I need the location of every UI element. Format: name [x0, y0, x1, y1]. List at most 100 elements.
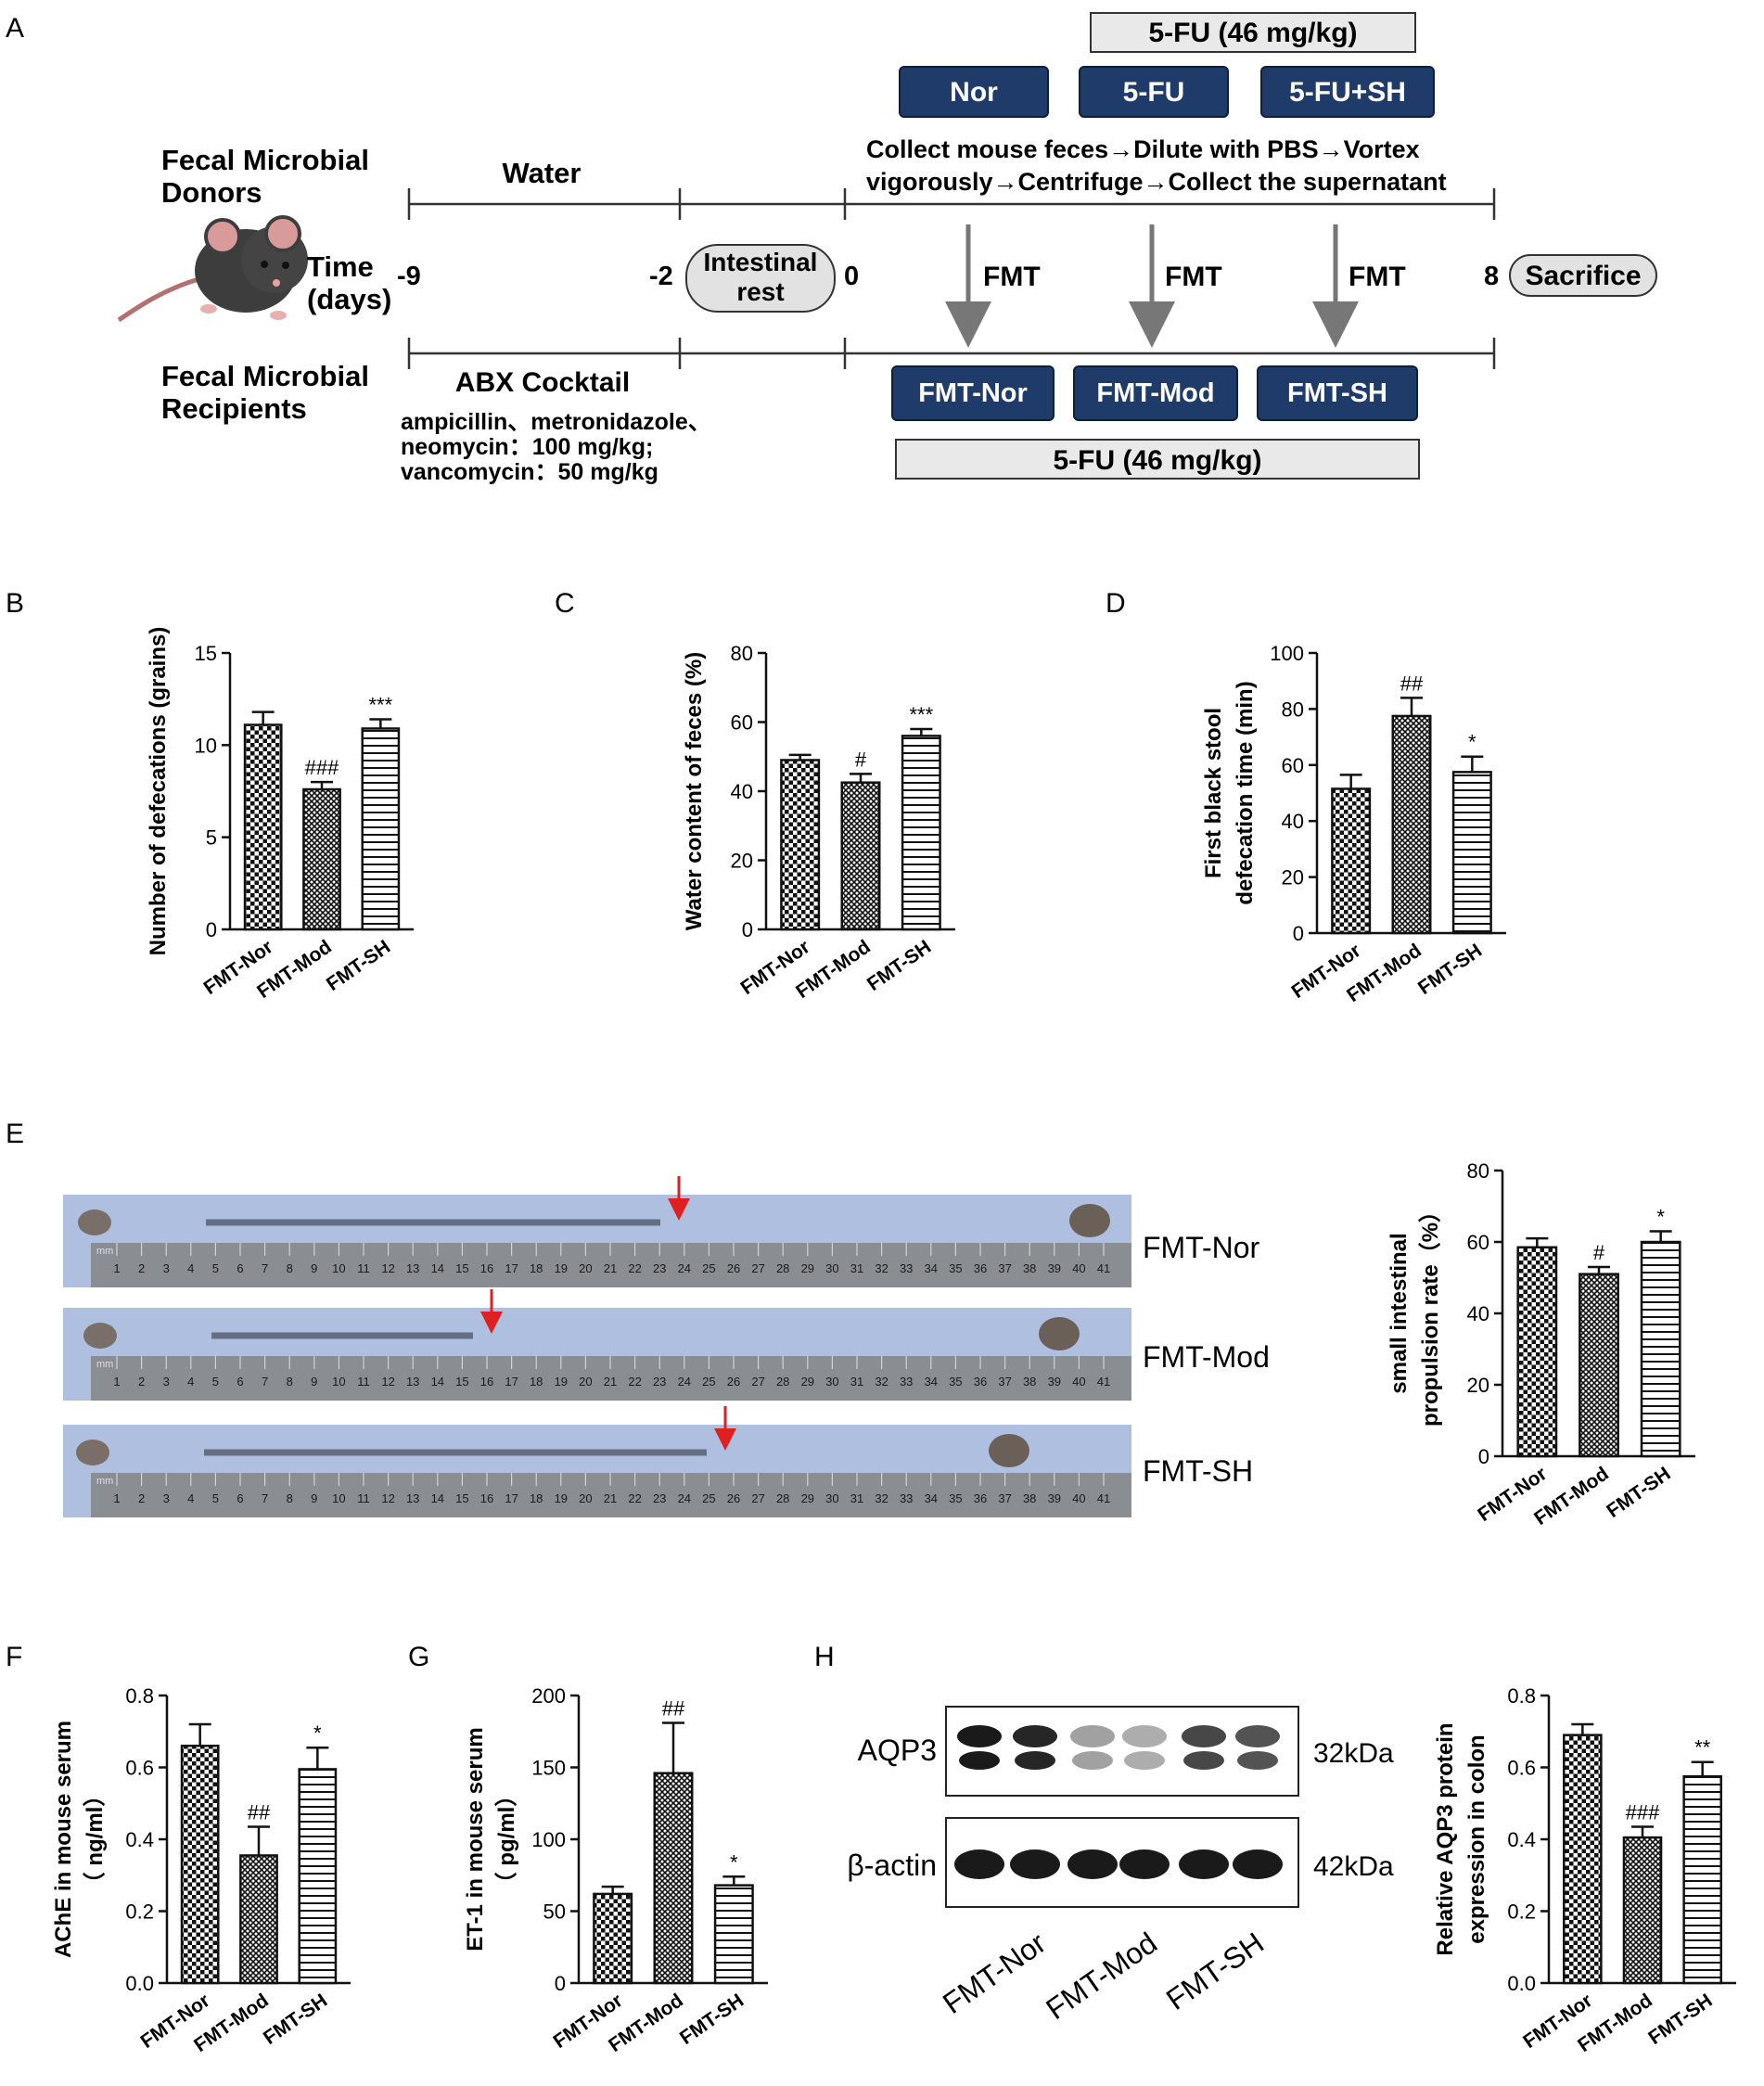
ruler-number: 25: [702, 1375, 715, 1389]
ruler-number: 34: [925, 1491, 938, 1505]
ruler-number: 5: [212, 1261, 219, 1275]
significance-label: **: [1694, 1736, 1711, 1760]
y-tick-label: 0.6: [125, 1757, 154, 1780]
y-tick-label: 0.4: [125, 1828, 154, 1851]
ruler-number: 19: [555, 1491, 568, 1505]
abx-line-3: vancomycin：50 mg/kg: [401, 459, 658, 485]
fmt-label-2: FMT: [1165, 262, 1222, 292]
bar: [1563, 1734, 1603, 1985]
donor-label-nor: Nor: [950, 77, 998, 108]
aqp3-band-lower: [1237, 1751, 1278, 1770]
chart-f-ache-serum: 0.0 0.2 0.4 0.6 0.8 AChE in mouse serum （ ng/m…: [51, 1684, 351, 2056]
ruler-number: 34: [925, 1261, 938, 1275]
ruler-number: 7: [262, 1375, 268, 1389]
ruler-number: 38: [1023, 1261, 1036, 1275]
chart-d-black-stool-time: 0 20 40 60 80 100 First black stool defecation …: [1201, 642, 1506, 1006]
y-tick-label: 5: [206, 826, 217, 850]
y-tick-label: 0: [742, 918, 753, 941]
y-tick-label: 20: [1467, 1374, 1489, 1397]
ruler-number: 28: [776, 1491, 789, 1505]
ruler-number: 23: [653, 1375, 666, 1389]
actin-band: [954, 1849, 1004, 1879]
chart-b-defecation-count: 0 5 10 15 Number of defecations (grains) FMT-…: [146, 627, 414, 1003]
y-tick-label: 100: [1270, 642, 1304, 665]
chart-h-aqp3-expression: 0.0 0.2 0.4 0.6 0.8 Relative AQP3 protein expr…: [1433, 1684, 1736, 2056]
ruler-number: 20: [579, 1491, 592, 1505]
actin-bands: [954, 1849, 1283, 1879]
ruler-number: 16: [480, 1491, 493, 1505]
ruler-number: 9: [311, 1491, 317, 1505]
ruler-number: 15: [455, 1375, 468, 1389]
band-label-actin: β-actin: [847, 1849, 937, 1882]
y-tick-label: 80: [731, 642, 753, 665]
top-5fu-box: [1090, 12, 1416, 53]
y-tick-label: 200: [531, 1684, 566, 1708]
actin-band: [1233, 1849, 1283, 1879]
recipient-box-nor: [891, 365, 1055, 421]
y-tick-label: 40: [1282, 810, 1304, 833]
band-size-actin: 42kDa: [1313, 1851, 1394, 1882]
ruler-number: 21: [604, 1491, 617, 1505]
ruler-number: 36: [974, 1261, 987, 1275]
bar: [780, 759, 821, 931]
donors-label-1: Fecal Microbial: [161, 144, 369, 176]
photo-label-sh: FMT-SH: [1143, 1454, 1253, 1488]
y-tick-label: 0.0: [1507, 1972, 1536, 1995]
category-label: FMT-SH: [1414, 940, 1486, 999]
intestine-photos: mm1 2 3 4 5 6 7 8 9 10 11 12 13 14 15 16 17 18 19 20 21 22 23 2…: [63, 1176, 1131, 1517]
ruler-number: 36: [974, 1491, 987, 1505]
y-tick-label: 20: [731, 850, 753, 873]
ruler-number: 14: [431, 1375, 444, 1389]
significance-label: *: [313, 1721, 322, 1745]
bar: [713, 1884, 754, 1985]
ruler-number: 5: [212, 1375, 219, 1389]
y-axis-label: defecation time (min): [1233, 681, 1258, 904]
ruler-number: 40: [1072, 1261, 1085, 1275]
ruler-number: 37: [998, 1491, 1011, 1505]
cecum-blob: [1069, 1204, 1110, 1237]
actin-band: [1010, 1849, 1060, 1879]
ruler-number: 9: [311, 1375, 317, 1389]
lane-label-mod: FMT-Mod: [1040, 1926, 1163, 2026]
ruler-number: 26: [727, 1491, 740, 1505]
aqp3-band: [1070, 1725, 1115, 1747]
panel-letter-f: F: [6, 1642, 22, 1672]
fmt-label-1: FMT: [983, 262, 1041, 292]
ruler-number: 40: [1072, 1375, 1085, 1389]
ruler-number: 5: [212, 1491, 219, 1505]
ruler-number: 3: [163, 1375, 170, 1389]
ruler-number: 25: [702, 1261, 715, 1275]
bar: [653, 1772, 694, 1985]
panel-letter-e: E: [6, 1119, 24, 1149]
stomach-blob: [76, 1440, 109, 1465]
ruler-number: 27: [751, 1261, 764, 1275]
bar: [1516, 1246, 1558, 1458]
procedure-line-1: Collect mouse feces→Dilute with PBS→Vort…: [866, 135, 1420, 163]
tick-8: 8: [1484, 262, 1499, 291]
y-tick-label: 0: [1478, 1445, 1489, 1468]
y-tick-label: 0: [206, 918, 217, 941]
ruler-number: 18: [530, 1491, 543, 1505]
bar: [361, 727, 401, 931]
y-tick-label: 80: [1467, 1159, 1489, 1183]
significance-label: *: [1468, 731, 1476, 754]
fmt-arrows: FMT FMT FMT: [945, 224, 1406, 348]
significance-label: #: [1593, 1241, 1605, 1264]
significance-label: ###: [1626, 1800, 1660, 1824]
ruler-number: 6: [236, 1491, 243, 1505]
ruler-number: 19: [555, 1261, 568, 1275]
ruler-number: 4: [187, 1491, 194, 1505]
ruler-number: 3: [163, 1261, 170, 1275]
time-label-1: Time: [307, 250, 374, 283]
recipient-timeline: [407, 338, 1496, 369]
ruler-number: 36: [974, 1375, 987, 1389]
recipient-label-nor: FMT-Nor: [918, 378, 1028, 408]
donor-label-5fu: 5-FU: [1123, 77, 1185, 108]
ruler-number: 10: [332, 1261, 345, 1275]
ruler-number: 33: [900, 1375, 913, 1389]
ruler-number: 22: [628, 1375, 641, 1389]
abx-line-1: ampicillin、metronidazole、: [401, 409, 711, 435]
aqp3-band: [1122, 1725, 1167, 1747]
